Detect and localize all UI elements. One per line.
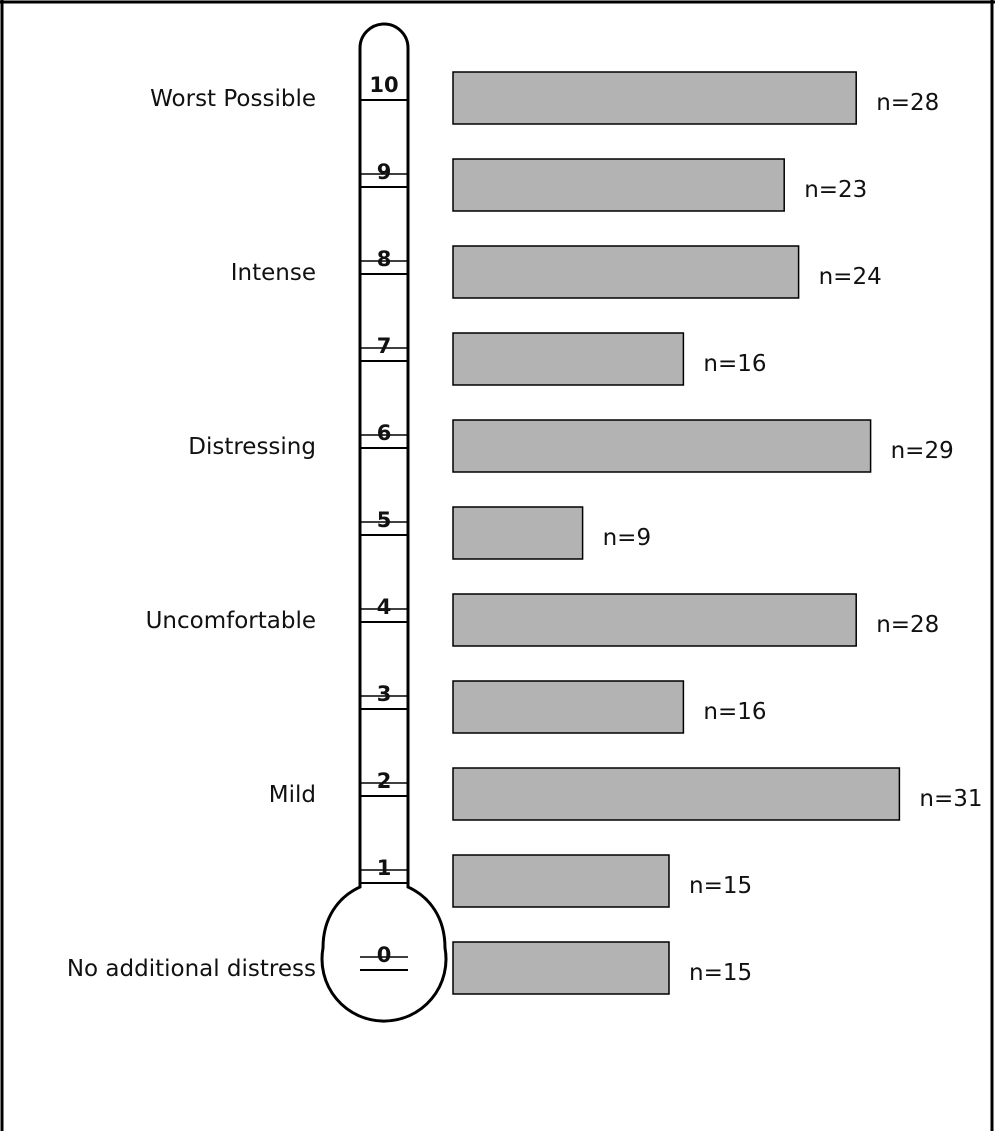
bar-data-label: n=29: [891, 438, 954, 464]
thermometer-scale-number: 9: [377, 160, 392, 184]
thermometer-scale-number: 4: [377, 595, 392, 619]
thermometer-scale-number: 6: [377, 421, 392, 445]
bar-data-label: n=16: [703, 351, 766, 377]
bar-data-labels: n=28 n=23 n=24 n=16 n=29 n=9 n=28 n=16 n=31 n=15 n…: [603, 90, 983, 986]
bar: [452, 593, 857, 647]
bar-data-label: n=9: [603, 525, 651, 551]
distress-anchor-label: Intense: [231, 260, 316, 286]
bar: [452, 680, 685, 734]
thermometer-scale-number: 8: [377, 247, 392, 271]
distress-anchor-label: Worst Possible: [150, 86, 316, 112]
bar-data-label: n=24: [819, 264, 882, 290]
distress-anchor-label: No additional distress: [67, 956, 316, 982]
thermometer-scale-number: 2: [377, 769, 392, 793]
bar: [452, 332, 685, 386]
bar-data-label: n=28: [876, 90, 939, 116]
thermometer-scale-number: 7: [377, 334, 392, 358]
thermometer-ticks: [360, 99, 408, 971]
distress-anchor-labels: Worst Possible Intense Distressing Uncomfor…: [67, 86, 316, 982]
bar: [452, 71, 857, 125]
bar: [452, 158, 785, 212]
bar-data-label: n=15: [689, 960, 752, 986]
bar: [452, 506, 584, 560]
bar: [452, 419, 872, 473]
bar: [452, 245, 800, 299]
bar: [452, 854, 670, 908]
bar-data-label: n=23: [804, 177, 867, 203]
distress-anchor-label: Distressing: [188, 434, 316, 460]
thermometer-scale-number: 3: [377, 682, 392, 706]
bar: [452, 941, 670, 995]
thermometer-scale-number: 5: [377, 508, 392, 532]
bar-data-label: n=28: [876, 612, 939, 638]
bar: [452, 767, 901, 821]
thermometer-scale-number: 0: [377, 943, 392, 967]
thermometer-scale-number: 10: [369, 73, 398, 97]
bar-data-label: n=31: [919, 786, 982, 812]
bar-series: [452, 71, 901, 995]
distress-anchor-label: Uncomfortable: [146, 608, 316, 634]
bar-data-label: n=16: [703, 699, 766, 725]
bar-data-label: n=15: [689, 873, 752, 899]
thermometer-scale-number: 1: [377, 856, 392, 880]
distress-anchor-label: Mild: [269, 782, 316, 808]
